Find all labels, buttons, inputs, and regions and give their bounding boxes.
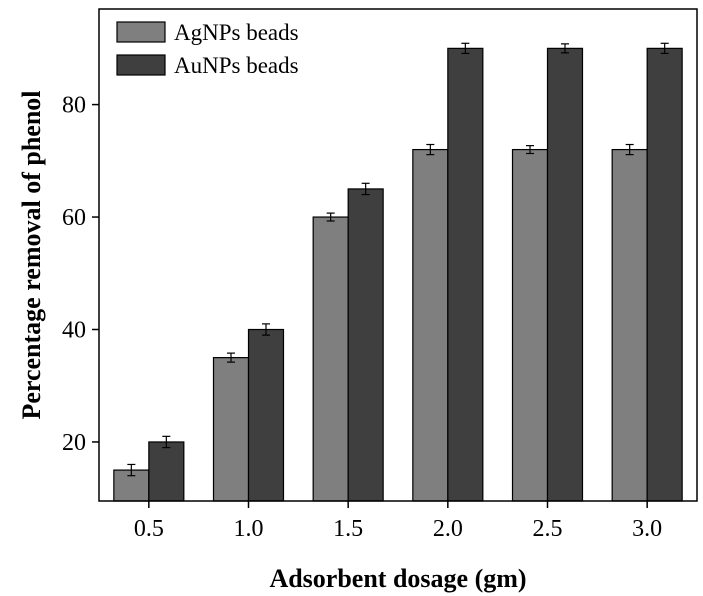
legend-label-agnps: AgNPs beads bbox=[174, 20, 299, 45]
bar-aunps-1.5 bbox=[347, 188, 384, 502]
bar-agnps-3.0 bbox=[611, 148, 648, 502]
bar-agnps-2.0 bbox=[412, 148, 449, 502]
bar-aunps-2.5 bbox=[546, 47, 584, 502]
legend-swatch-agnps bbox=[116, 21, 166, 43]
y-tick-label: 40 bbox=[62, 318, 86, 344]
plot-frame bbox=[98, 8, 698, 502]
y-tick-label: 80 bbox=[62, 93, 86, 119]
bar-agnps-1.5 bbox=[312, 216, 349, 502]
error-bars-layer bbox=[127, 42, 669, 477]
y-tick-label: 20 bbox=[62, 430, 86, 456]
x-tick-label: 1.0 bbox=[234, 516, 264, 542]
legend-swatch-aunps bbox=[116, 54, 166, 76]
x-tick-label: 2.5 bbox=[533, 516, 563, 542]
bar-aunps-3.0 bbox=[646, 47, 683, 502]
y-axis-title: Percentage removal of phenol bbox=[17, 90, 46, 419]
y-tick-label: 60 bbox=[62, 205, 86, 231]
bar-agnps-1.0 bbox=[212, 357, 250, 502]
bar-aunps-0.5 bbox=[148, 441, 185, 502]
x-tick-label: 1.5 bbox=[333, 516, 363, 542]
legend: AgNPs beads AuNPs beads bbox=[116, 20, 299, 78]
x-axis-title: Adsorbent dosage (gm) bbox=[269, 564, 526, 593]
bar-agnps-2.5 bbox=[511, 148, 549, 502]
bar-aunps-1.0 bbox=[247, 328, 285, 502]
x-tick-label: 0.5 bbox=[134, 516, 164, 542]
legend-label-aunps: AuNPs beads bbox=[174, 53, 299, 78]
bars-layer bbox=[113, 47, 683, 502]
bar-aunps-2.0 bbox=[447, 47, 484, 502]
axes-layer: 0.5 1.0 1.5 2.0 2.5 3.0 20 40 60 80 bbox=[62, 93, 662, 542]
x-tick-label: 2.0 bbox=[433, 516, 463, 542]
x-tick-label: 3.0 bbox=[632, 516, 662, 542]
